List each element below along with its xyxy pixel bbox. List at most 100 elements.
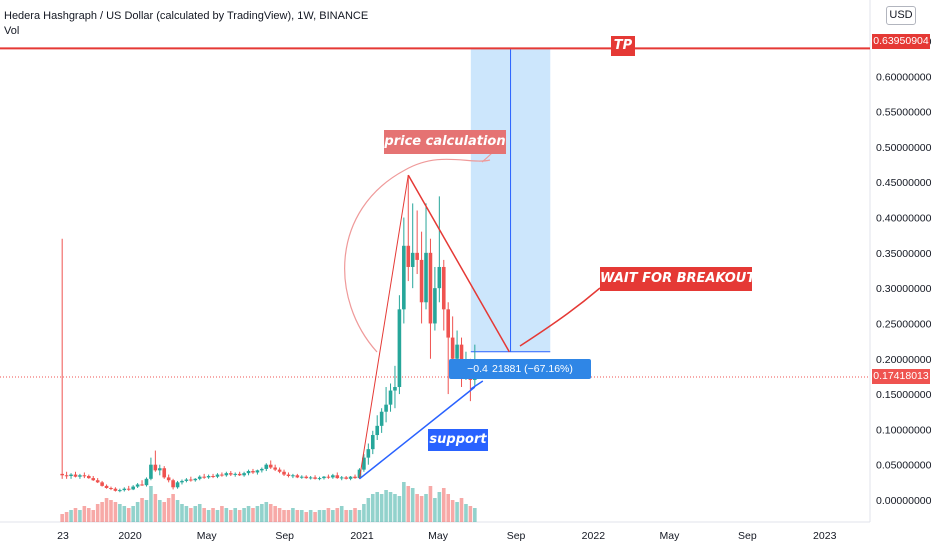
- volume-bar: [180, 504, 184, 522]
- candle-body: [353, 476, 357, 479]
- volume-bar: [406, 486, 411, 522]
- volume-bar: [242, 508, 246, 522]
- volume-bar: [384, 490, 388, 522]
- volume-bar: [277, 508, 282, 522]
- candle-body: [233, 473, 238, 475]
- volume-label: Vol: [4, 25, 20, 37]
- x-tick-label: May: [428, 530, 449, 542]
- volume-bar: [237, 510, 242, 522]
- candle-body: [184, 479, 189, 481]
- tp-label: TP: [611, 36, 635, 56]
- chart-title: Hedera Hashgraph / US Dollar (calculated…: [4, 10, 369, 22]
- y-tick-label: 0.60000000: [876, 71, 932, 83]
- price-calculation-curve: [344, 158, 491, 353]
- support-trendline: [358, 386, 476, 480]
- volume-bar: [149, 486, 153, 522]
- candle-body: [313, 477, 317, 479]
- volume-bar: [126, 508, 131, 522]
- volume-bar: [410, 488, 415, 522]
- volume-bar: [459, 498, 464, 522]
- x-tick-label: 2022: [582, 530, 606, 542]
- volume-bar: [335, 508, 340, 522]
- candle-body: [149, 464, 153, 479]
- candle-body: [388, 390, 393, 405]
- volume-bar: [157, 500, 162, 522]
- y-tick-label: 0.00000000: [876, 495, 932, 507]
- candle-body: [384, 404, 388, 412]
- volume-bar: [255, 506, 260, 522]
- volume-bar: [437, 492, 442, 522]
- candle-body: [224, 473, 229, 476]
- volume-bar: [446, 494, 451, 522]
- x-tick-label: 2020: [118, 530, 142, 542]
- y-tick-label: 0.20000000: [876, 354, 932, 366]
- candle-body: [410, 252, 415, 267]
- y-tick-label: 0.05000000: [876, 460, 932, 472]
- candle-body: [446, 309, 451, 338]
- volume-bar: [402, 482, 406, 522]
- candle-body: [220, 474, 224, 476]
- volume-bar: [162, 502, 167, 522]
- x-tick-label: 2023: [813, 530, 837, 542]
- candle-body: [375, 425, 380, 436]
- candle-body: [251, 471, 255, 473]
- volume-bar: [122, 506, 127, 522]
- volume-bar: [228, 510, 233, 522]
- volume-bar: [379, 494, 384, 522]
- volume-bar: [286, 510, 291, 522]
- volume-bar: [268, 504, 273, 522]
- volume-bar: [370, 494, 375, 522]
- candle-body: [140, 484, 144, 486]
- rise-trendline: [358, 175, 409, 479]
- volume-bar: [64, 512, 69, 522]
- volume-bar: [144, 500, 149, 522]
- candle-body: [291, 475, 295, 477]
- candle-body: [131, 486, 135, 490]
- candle-body: [255, 470, 260, 473]
- volume-bar: [375, 492, 380, 522]
- volume-bar: [131, 506, 135, 522]
- candle-body: [415, 252, 419, 260]
- candle-body: [264, 464, 269, 469]
- support-extension: [470, 380, 484, 390]
- volume-bar: [193, 506, 198, 522]
- candle-body: [104, 485, 109, 488]
- candle-body: [317, 478, 322, 480]
- candle-body: [428, 252, 433, 324]
- candle-body: [228, 473, 233, 475]
- candle-body: [175, 482, 180, 488]
- candle-body: [109, 487, 113, 489]
- candle-body: [379, 411, 384, 426]
- volume-bar: [424, 494, 428, 522]
- support-label: support: [428, 429, 488, 451]
- candle-body: [357, 469, 362, 479]
- candle-body: [362, 457, 366, 470]
- candle-body: [211, 475, 215, 477]
- volume-bar: [264, 502, 269, 522]
- candle-body: [273, 467, 277, 470]
- volume-bar: [415, 494, 419, 522]
- candle-body: [60, 473, 64, 476]
- candle-body: [260, 468, 264, 471]
- volume-bar: [317, 510, 322, 522]
- y-tick-label: 0.40000000: [876, 213, 932, 225]
- candle-body: [193, 478, 198, 481]
- candle-body: [424, 252, 428, 303]
- volume-bar: [233, 508, 238, 522]
- candle-body: [366, 449, 371, 458]
- x-tick-label: May: [660, 530, 681, 542]
- candle-body: [202, 476, 206, 478]
- volume-bar: [393, 494, 397, 522]
- x-tick-label: 2021: [350, 530, 374, 542]
- candle-body: [344, 477, 348, 479]
- y-tick-label: 0.10000000: [876, 424, 932, 436]
- candle-body: [237, 473, 242, 476]
- volume-bar: [91, 510, 96, 522]
- volume-bar: [331, 510, 335, 522]
- volume-bar: [69, 510, 73, 522]
- volume-bar: [322, 510, 326, 522]
- candle-body: [95, 480, 100, 483]
- breakout-arrow-curve: [519, 287, 601, 347]
- currency-button[interactable]: USD: [886, 6, 916, 25]
